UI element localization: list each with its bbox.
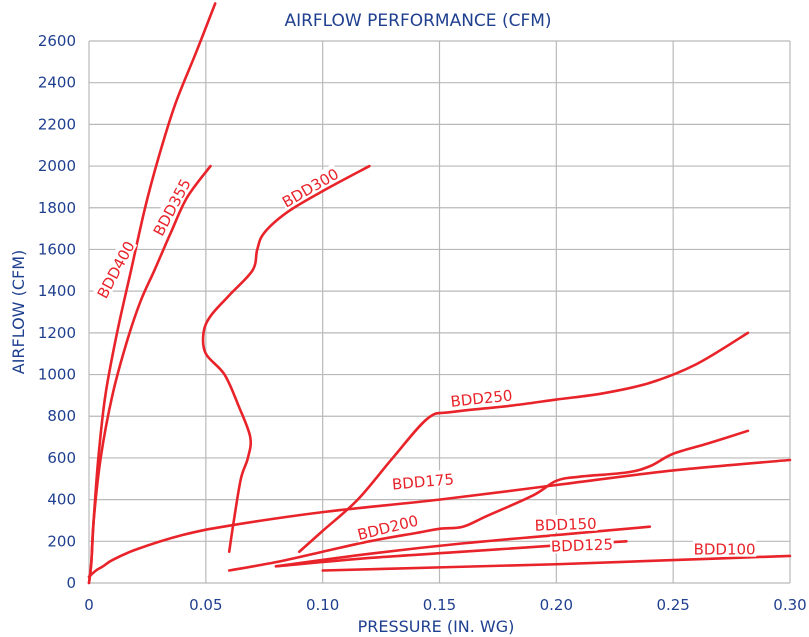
x-tick-label: 0.20 bbox=[540, 596, 573, 614]
series-label-bg bbox=[692, 539, 757, 557]
series-line-bdd355 bbox=[87, 164, 212, 585]
series-line-bdd150 bbox=[274, 525, 652, 568]
y-tick-label: 1400 bbox=[38, 282, 76, 300]
series-label-bg bbox=[448, 385, 514, 409]
y-tick-label: 800 bbox=[47, 407, 76, 425]
series-layer bbox=[87, 2, 792, 585]
series-label-bg bbox=[92, 237, 138, 302]
series-label-group-bdd100: BDD100 bbox=[692, 539, 757, 559]
y-tick-label: 2400 bbox=[38, 74, 76, 92]
y-tick-label: 1200 bbox=[38, 324, 76, 342]
series-label-bg bbox=[533, 513, 598, 533]
y-axis-title: AIRFLOW (CFM) bbox=[9, 250, 28, 375]
x-tick-label: 0.25 bbox=[656, 596, 689, 614]
series-label-bg bbox=[390, 469, 456, 492]
chart-title: AIRFLOW PERFORMANCE (CFM) bbox=[284, 11, 551, 31]
x-tick-label: 0 bbox=[84, 596, 94, 614]
y-tick-label: 1800 bbox=[38, 199, 76, 217]
x-tick-label: 0.05 bbox=[189, 596, 222, 614]
y-tick-label: 1000 bbox=[38, 366, 76, 384]
y-tick-label: 2600 bbox=[38, 32, 76, 50]
series-label-bdd150: BDD150 bbox=[534, 515, 597, 535]
series-label-bdd175: BDD175 bbox=[391, 470, 454, 493]
tick-layer: 0 0.05 0.10 0.15 0.20 0.25 0.30 0 200 400 600 800 10… bbox=[38, 32, 807, 614]
y-tick-label: 1600 bbox=[38, 240, 76, 258]
x-axis-title: PRESSURE (IN. WG) bbox=[358, 617, 515, 636]
x-tick-label: 0.15 bbox=[423, 596, 456, 614]
series-label-group-bdd175: BDD175 bbox=[390, 469, 456, 494]
y-tick-label: 200 bbox=[47, 532, 76, 550]
x-tick-label: 0.10 bbox=[306, 596, 339, 614]
series-label-bdd100: BDD100 bbox=[694, 541, 756, 559]
x-tick-label: 0.30 bbox=[773, 596, 806, 614]
series-line-bdd250 bbox=[298, 331, 750, 554]
series-label-bdd125: BDD125 bbox=[551, 535, 614, 555]
series-line-bdd175 bbox=[87, 458, 792, 579]
series-line-bdd300 bbox=[201, 164, 371, 554]
series-label-bg bbox=[148, 174, 194, 239]
series-line-bdd100 bbox=[321, 554, 792, 572]
series-label-bg bbox=[277, 163, 342, 211]
y-tick-label: 0 bbox=[66, 574, 76, 592]
series-label-group-bdd150: BDD150 bbox=[533, 513, 598, 535]
y-tick-label: 400 bbox=[47, 491, 76, 509]
series-line-bdd200 bbox=[227, 429, 750, 572]
y-tick-label: 2000 bbox=[38, 157, 76, 175]
series-label-bg bbox=[354, 510, 421, 543]
series-label-group-bdd125: BDD125 bbox=[549, 534, 614, 556]
y-tick-label: 2200 bbox=[38, 115, 76, 133]
y-tick-label: 600 bbox=[47, 449, 76, 467]
series-label-bg bbox=[549, 534, 614, 554]
